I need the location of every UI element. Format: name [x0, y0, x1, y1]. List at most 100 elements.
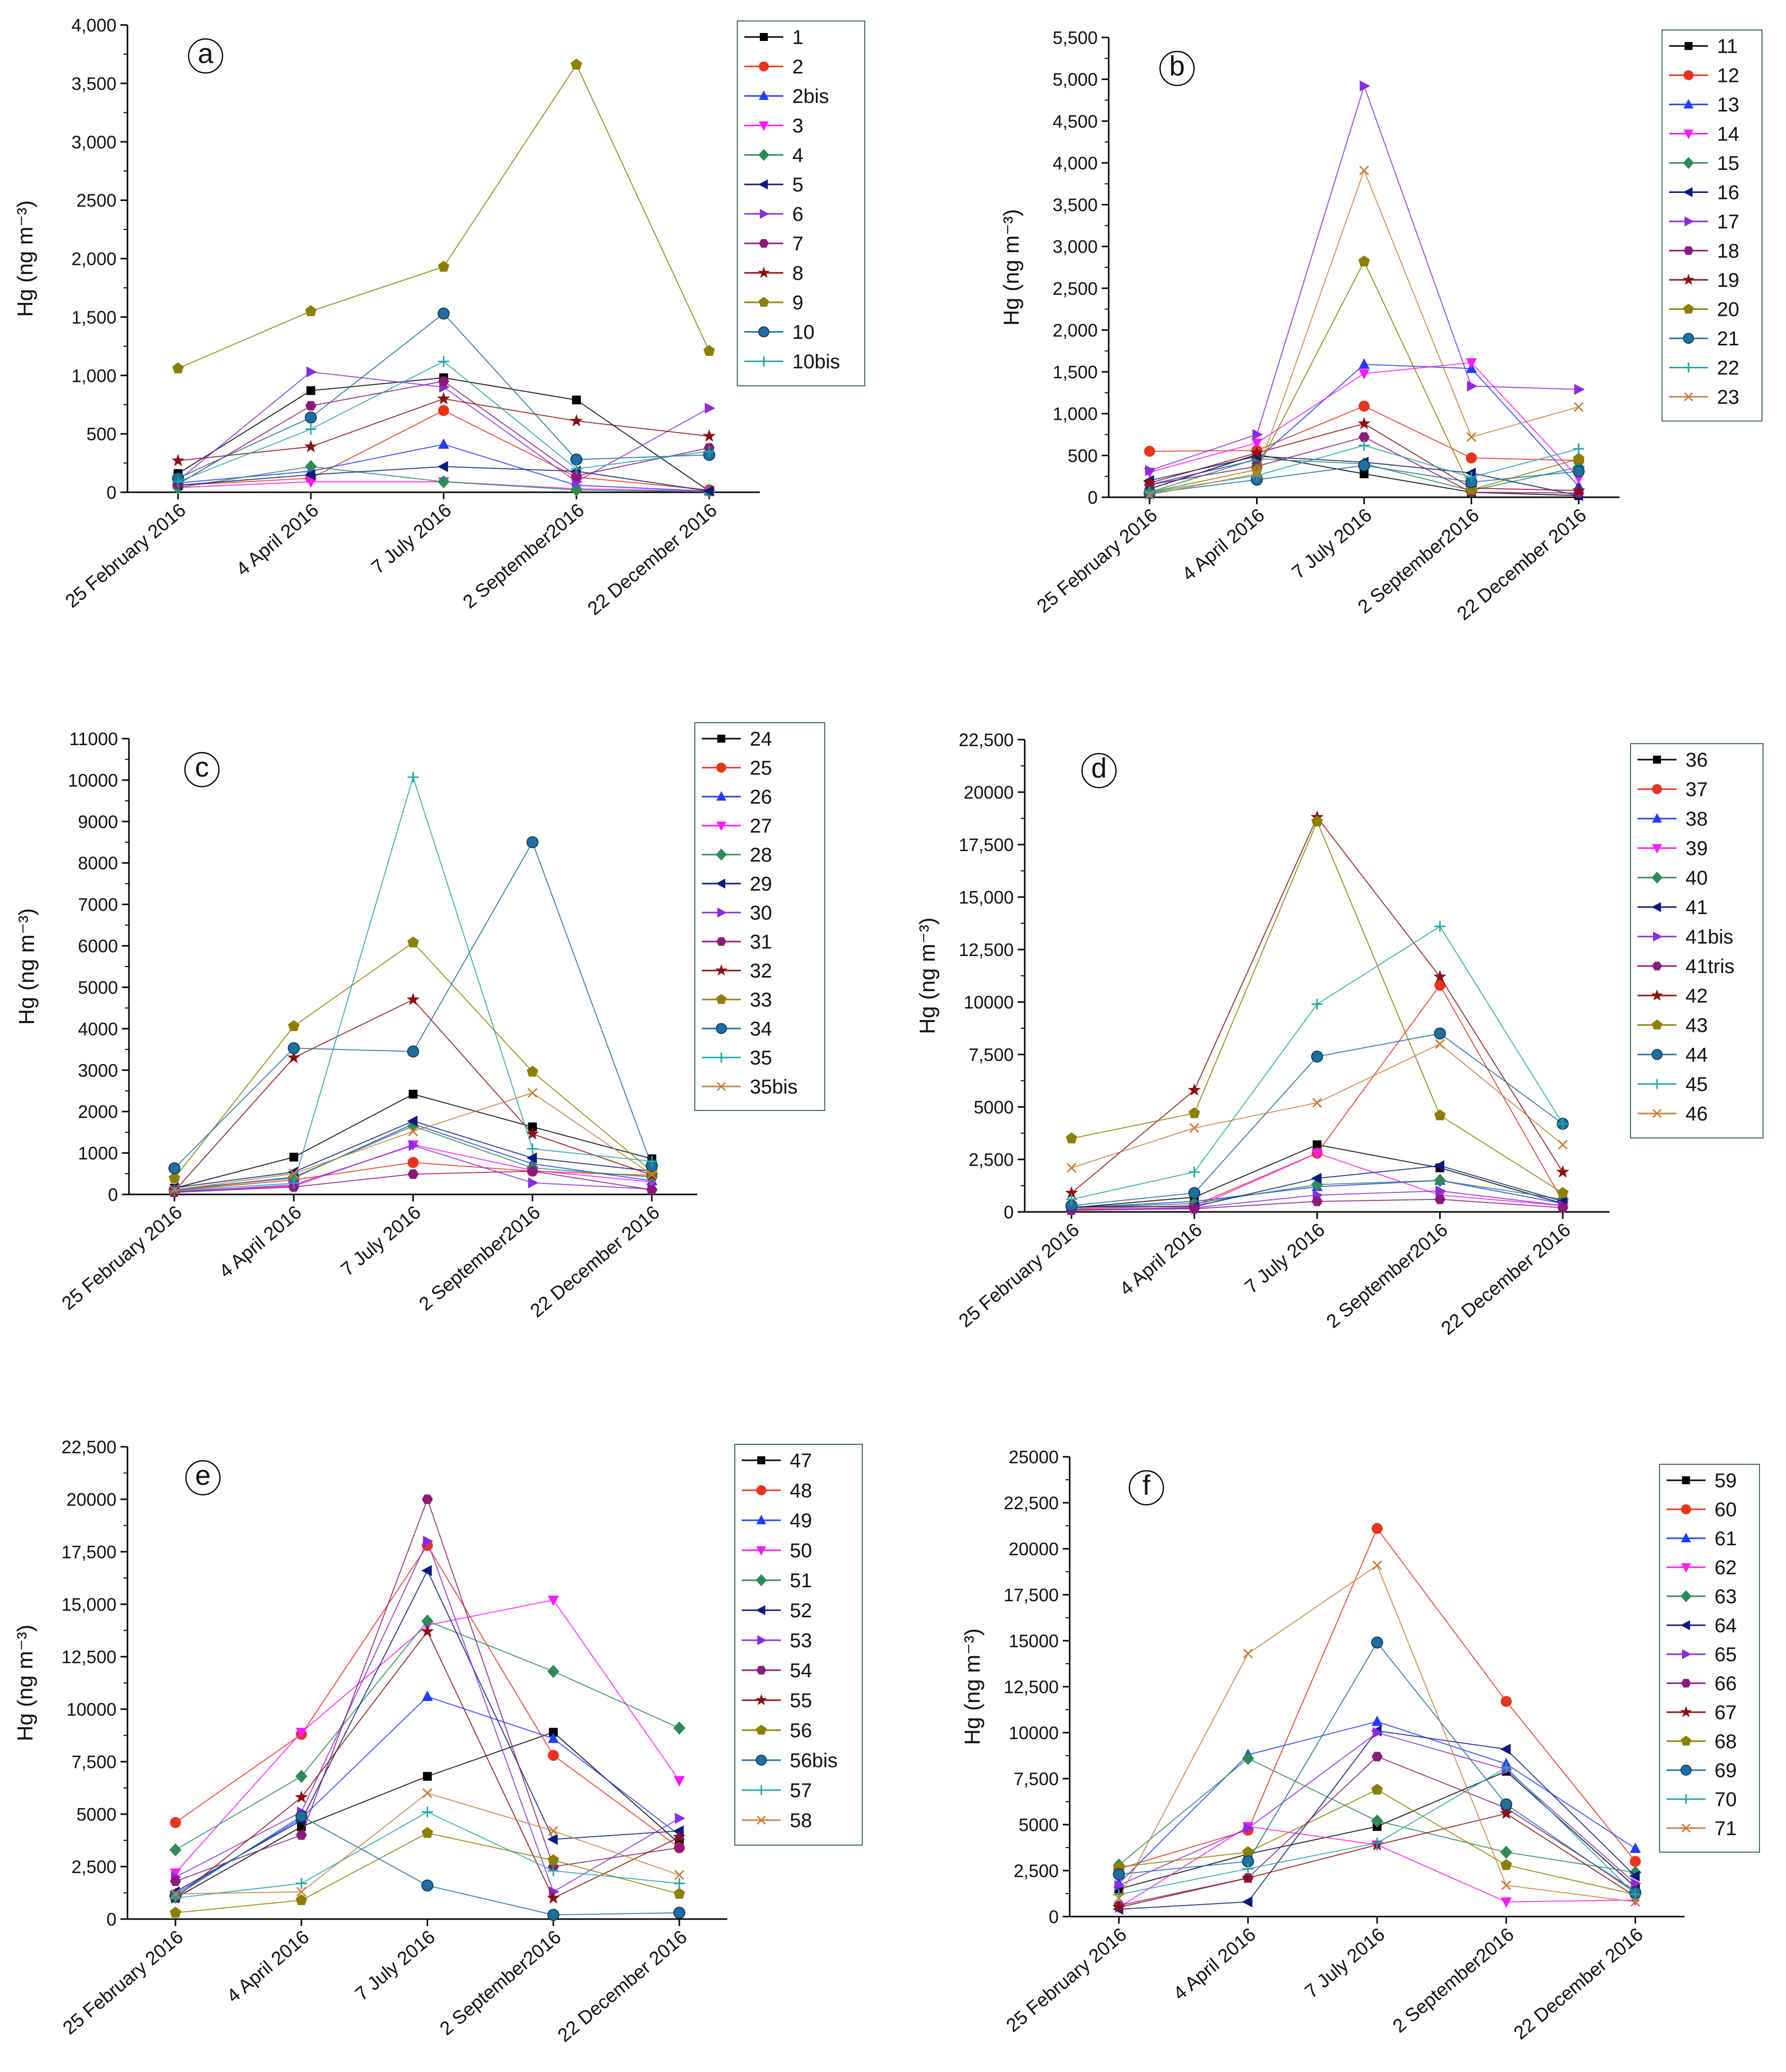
data-point — [1434, 980, 1446, 991]
data-point — [1360, 469, 1369, 478]
series-69 — [1113, 1636, 1642, 1899]
data-point — [1311, 1050, 1323, 1063]
legend-item: 60 — [1667, 1499, 1737, 1521]
legend-box — [1630, 743, 1764, 1138]
y-tick-label: 10000 — [964, 992, 1014, 1013]
data-point — [1313, 1140, 1322, 1149]
legend-label: 8 — [792, 262, 803, 284]
data-point — [1434, 1109, 1446, 1120]
y-tick-label: 17,500 — [1004, 1585, 1059, 1605]
y-tick-label: 5000 — [1019, 1815, 1059, 1835]
legend-marker — [1681, 1823, 1691, 1833]
data-point — [1372, 1715, 1383, 1726]
data-point — [1372, 1752, 1383, 1762]
data-point — [1143, 476, 1156, 489]
y-tick-label: 17,500 — [959, 835, 1014, 855]
y-tick-label: 15,000 — [61, 1594, 116, 1615]
data-point — [168, 1162, 180, 1174]
legend-marker — [759, 121, 769, 131]
legend-item: 41tris — [1638, 956, 1735, 978]
data-point — [1466, 358, 1477, 369]
legend-label: 54 — [790, 1660, 812, 1682]
data-point — [437, 392, 450, 405]
data-point — [527, 1143, 538, 1154]
legend-marker — [1683, 333, 1694, 344]
legend-item: 16 — [1669, 182, 1740, 204]
legend-item: 37 — [1638, 779, 1708, 801]
legend-item: 9 — [744, 292, 803, 314]
y-tick-label: 9000 — [78, 812, 118, 832]
data-point — [407, 1045, 419, 1057]
legend-label: 48 — [790, 1480, 812, 1502]
legend-item: 15 — [1669, 152, 1740, 174]
legend-label: 22 — [1717, 357, 1740, 379]
legend-item: 5 — [744, 174, 803, 196]
data-point — [1145, 465, 1156, 476]
data-point — [705, 402, 715, 414]
data-point — [1357, 417, 1371, 429]
data-point — [549, 1728, 558, 1737]
data-point — [287, 1042, 300, 1054]
data-point — [438, 356, 449, 367]
data-point — [547, 1834, 558, 1845]
data-point — [526, 1127, 539, 1140]
legend-item: 54 — [742, 1660, 812, 1682]
data-point — [408, 1140, 419, 1151]
legend-marker — [756, 1785, 766, 1795]
data-point — [437, 475, 450, 489]
series-52 — [169, 1565, 684, 1898]
data-point — [548, 1732, 559, 1743]
legend-marker — [1685, 42, 1693, 50]
y-tick-label: 15,000 — [959, 887, 1014, 908]
data-point — [1114, 1893, 1124, 1904]
legend-marker — [1684, 246, 1694, 255]
data-point — [304, 440, 317, 452]
y-axis-label: Hg (ng m⁻³) — [915, 918, 940, 1034]
panel-letter-circle — [1081, 753, 1117, 789]
data-point — [1501, 1762, 1512, 1773]
legend-label: 67 — [1715, 1702, 1737, 1724]
y-tick-label: 0 — [1004, 1202, 1014, 1222]
legend-label: 13 — [1717, 94, 1740, 116]
legend-label: 41bis — [1686, 926, 1734, 948]
panel-letter: a — [198, 37, 214, 69]
legend-marker — [1653, 932, 1663, 942]
legend-item: 13 — [1669, 94, 1740, 116]
data-point — [528, 1177, 539, 1188]
data-point — [526, 836, 539, 849]
data-point — [306, 386, 315, 395]
legend-item: 21 — [1669, 328, 1740, 350]
legend-item: 55 — [742, 1690, 812, 1712]
legend-label: 21 — [1717, 328, 1740, 350]
y-tick-label: 4000 — [78, 1019, 118, 1039]
legend-item: 44 — [1638, 1044, 1708, 1066]
legend-marker — [756, 1515, 766, 1524]
data-point — [288, 1177, 299, 1189]
data-point — [1630, 1897, 1641, 1907]
legend-label: 36 — [1686, 749, 1708, 771]
legend-item: 4 — [744, 144, 803, 166]
y-tick-label: 2000 — [78, 1101, 118, 1122]
data-point — [437, 461, 448, 472]
data-point — [527, 1166, 538, 1176]
data-point — [1065, 1186, 1078, 1199]
legend-item: 47 — [742, 1450, 812, 1472]
legend-marker — [716, 1081, 726, 1091]
legend-marker — [756, 1485, 766, 1495]
data-point — [647, 1169, 657, 1180]
data-point — [1312, 1097, 1322, 1108]
data-point — [421, 1879, 433, 1892]
legend-marker — [1652, 902, 1661, 912]
y-tick-label: 0 — [1049, 1907, 1059, 1927]
legend-marker — [1683, 273, 1695, 285]
data-point — [675, 1813, 686, 1824]
legend-label: 41tris — [1686, 956, 1735, 978]
y-tick-label: 0 — [1088, 487, 1098, 508]
legend-item: 1 — [744, 26, 803, 48]
legend-label: 20 — [1717, 299, 1740, 321]
y-tick-label: 10000 — [68, 770, 118, 791]
data-point — [1359, 432, 1370, 442]
data-point — [1359, 165, 1369, 175]
data-point — [1251, 470, 1263, 481]
data-point — [407, 772, 419, 783]
